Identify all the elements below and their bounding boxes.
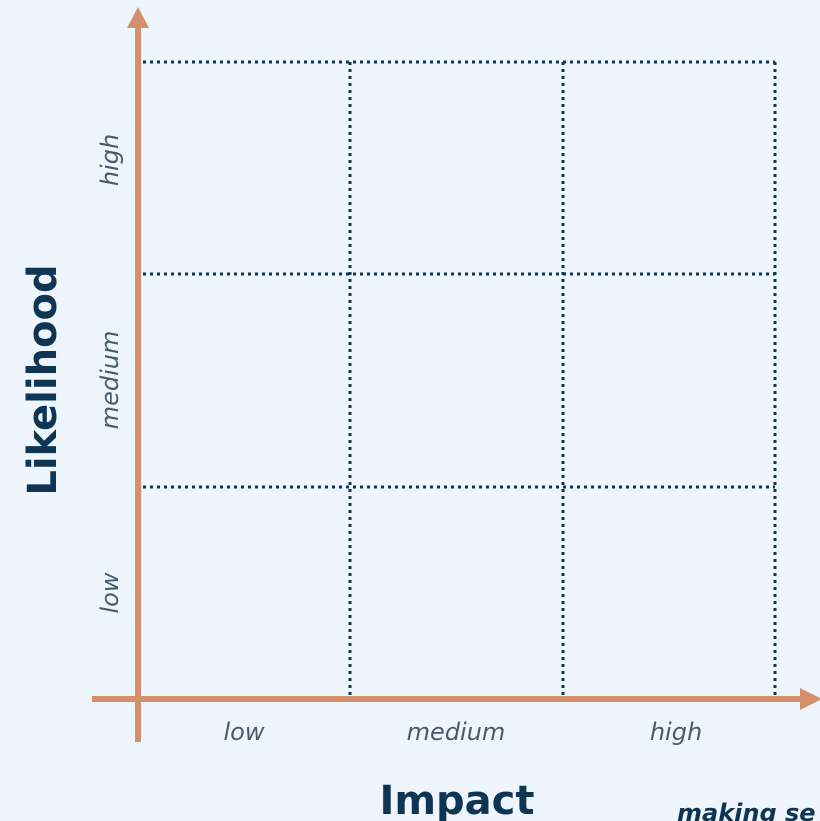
watermark: making se xyxy=(677,799,816,821)
x-axis-arrow-icon xyxy=(800,688,820,710)
x-tick-high: high xyxy=(650,718,702,746)
axes xyxy=(92,7,820,742)
grid xyxy=(143,60,777,697)
y-tick-low: low xyxy=(96,572,124,613)
y-axis-arrow-icon xyxy=(127,7,149,28)
y-tick-medium: medium xyxy=(96,331,124,430)
y-tick-high: high xyxy=(96,134,124,186)
x-tick-medium: medium xyxy=(407,718,506,746)
x-axis-title: Impact xyxy=(379,778,534,821)
y-axis-title: Likelihood xyxy=(20,264,66,495)
x-tick-low: low xyxy=(224,718,265,746)
